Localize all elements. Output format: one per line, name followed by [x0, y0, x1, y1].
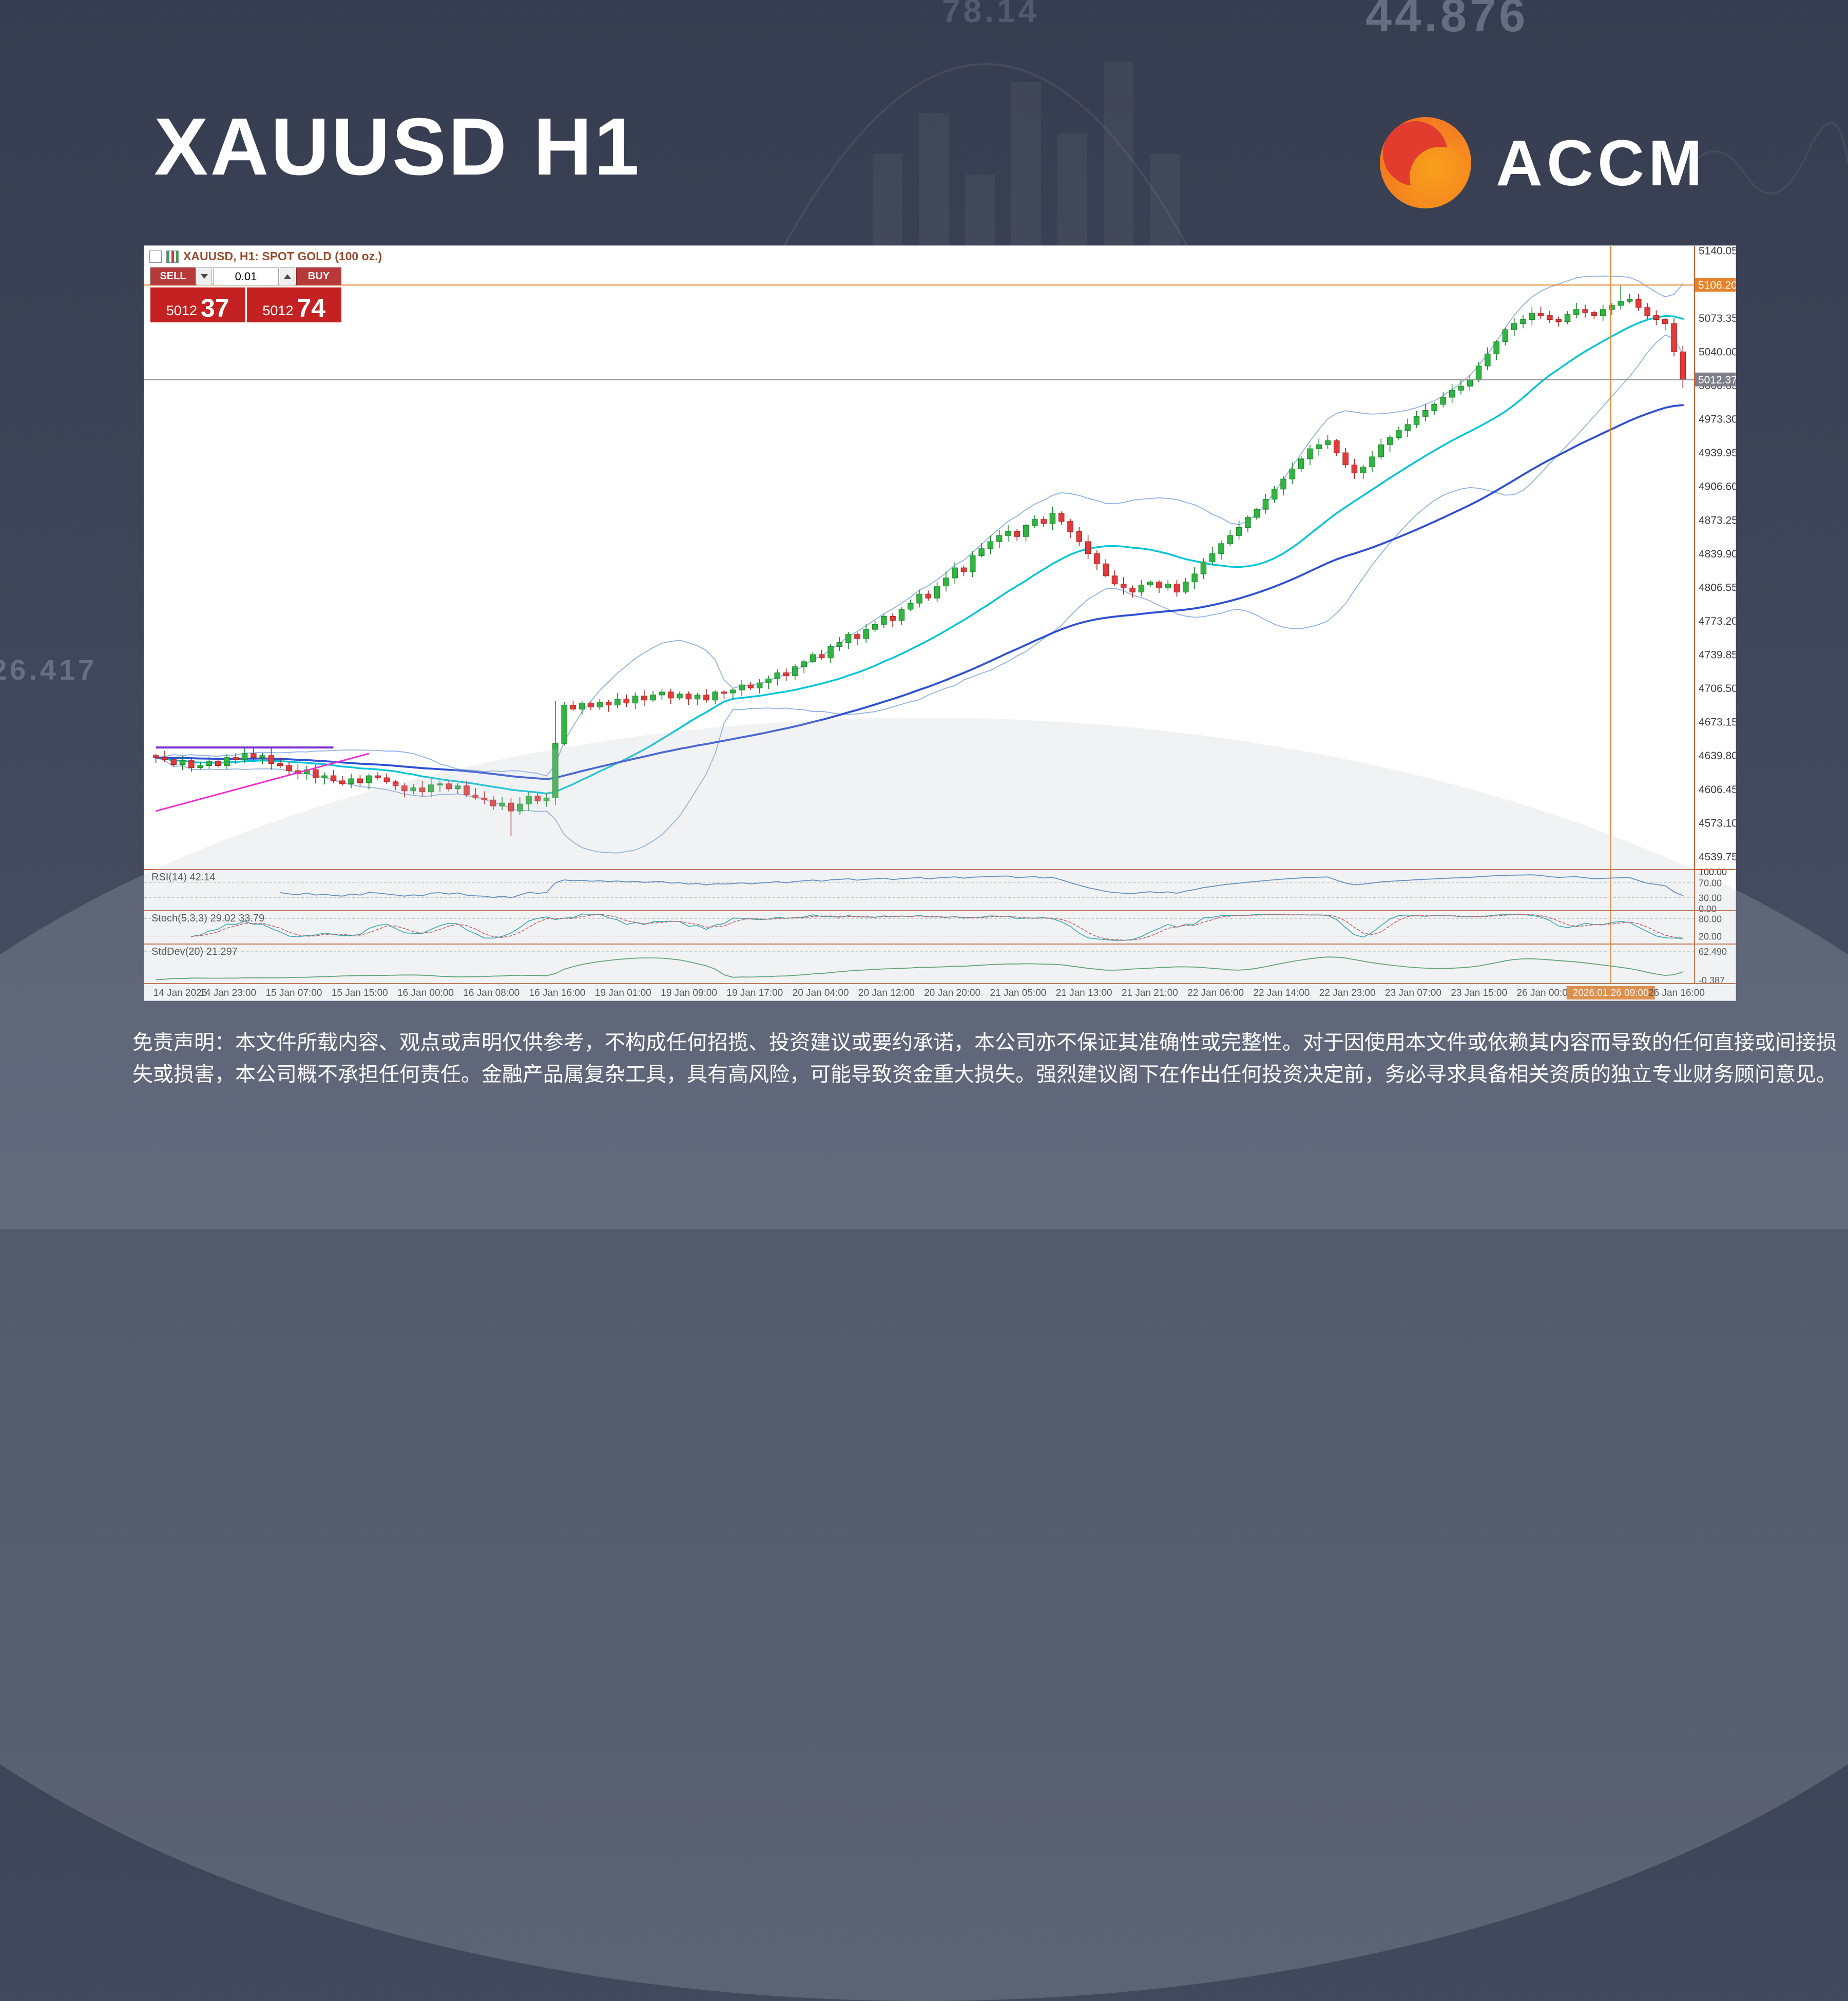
accm-logo-icon	[1380, 117, 1471, 208]
sell-price-box[interactable]: 5012 37	[150, 287, 245, 322]
svg-text:4839.90: 4839.90	[1699, 548, 1736, 560]
background-number: 44.876	[1365, 0, 1529, 42]
svg-text:80.00: 80.00	[1699, 914, 1722, 924]
svg-text:4539.75: 4539.75	[1699, 851, 1736, 863]
svg-text:19 Jan 17:00: 19 Jan 17:00	[726, 988, 783, 998]
svg-text:14 Jan 2026: 14 Jan 2026	[153, 988, 207, 998]
brand-name: ACCM	[1496, 126, 1706, 199]
svg-text:20 Jan 12:00: 20 Jan 12:00	[858, 988, 915, 998]
svg-text:20 Jan 04:00: 20 Jan 04:00	[793, 988, 849, 998]
svg-text:4739.85: 4739.85	[1699, 649, 1736, 661]
background-number: 78.14	[942, 0, 1040, 29]
lot-increase-button[interactable]	[280, 267, 295, 285]
brand-lockup: ACCM	[1380, 117, 1706, 208]
svg-text:70.00: 70.00	[1699, 878, 1722, 889]
svg-text:30.00: 30.00	[1699, 893, 1722, 903]
buy-price-small: 5012	[262, 303, 294, 319]
svg-text:21 Jan 05:00: 21 Jan 05:00	[990, 988, 1046, 998]
svg-text:20.00: 20.00	[1699, 932, 1722, 942]
highlight-price-badge	[1695, 278, 1736, 292]
stoch-indicator-label: Stoch(5,3,3) 29.02 33.79	[151, 913, 265, 924]
svg-text:4873.25: 4873.25	[1699, 514, 1736, 526]
svg-text:0.00: 0.00	[1699, 904, 1717, 914]
svg-text:4673.15: 4673.15	[1699, 717, 1736, 728]
window-separators[interactable]	[144, 246, 1736, 984]
highlight-time-badge	[1566, 986, 1655, 999]
disclaimer-text: 免责声明：本文件所载内容、观点或声明仅供参考，不构成任何招揽、投资建议或要约承诺…	[132, 1031, 1837, 1086]
svg-text:22 Jan 23:00: 22 Jan 23:00	[1319, 988, 1376, 998]
svg-text:4606.45: 4606.45	[1699, 784, 1736, 796]
page-title: XAUUSD H1	[154, 102, 642, 192]
trendlines[interactable]	[156, 746, 370, 812]
svg-text:15 Jan 07:00: 15 Jan 07:00	[266, 988, 322, 998]
symbol-title: XAUUSD, H1: SPOT GOLD (100 oz.)	[183, 249, 382, 263]
svg-text:16 Jan 00:00: 16 Jan 00:00	[397, 988, 454, 998]
sell-button[interactable]: SELL	[150, 267, 196, 285]
svg-text:22 Jan 06:00: 22 Jan 06:00	[1187, 988, 1244, 998]
chevron-down-icon	[201, 274, 208, 279]
svg-text:16 Jan 16:00: 16 Jan 16:00	[529, 988, 586, 998]
current-price-badge	[1695, 372, 1736, 387]
sell-price-big: 37	[200, 293, 229, 322]
svg-text:4639.80: 4639.80	[1699, 750, 1736, 762]
svg-text:21 Jan 21:00: 21 Jan 21:00	[1122, 988, 1178, 998]
svg-text:4906.60: 4906.60	[1699, 481, 1736, 493]
symbol-bar: XAUUSD, H1: SPOT GOLD (100 oz.)	[149, 249, 382, 263]
mt4-chart-window: 100.00 70.00 30.00 0.00 80.00 20.00 62.490 -0.3…	[144, 245, 1736, 1001]
svg-text:4773.20: 4773.20	[1699, 615, 1736, 627]
stddev-indicator-label: StdDev(20) 21.297	[151, 946, 238, 957]
chevron-up-icon	[284, 274, 291, 279]
svg-text:23 Jan 15:00: 23 Jan 15:00	[1451, 988, 1507, 998]
sell-price-small: 5012	[166, 303, 197, 319]
overlay-lines	[155, 275, 1684, 854]
svg-text:5106.20: 5106.20	[1698, 279, 1736, 291]
candles	[152, 285, 1686, 837]
svg-text:16 Jan 08:00: 16 Jan 08:00	[463, 988, 519, 998]
rsi-indicator-label: RSI(14) 42.14	[151, 872, 216, 883]
svg-text:4706.50: 4706.50	[1699, 683, 1736, 695]
svg-text:5073.35: 5073.35	[1699, 313, 1736, 324]
svg-text:100.00: 100.00	[1699, 867, 1727, 877]
buy-price-box[interactable]: 5012 74	[246, 287, 341, 322]
svg-text:22 Jan 14:00: 22 Jan 14:00	[1253, 988, 1310, 998]
svg-text:5140.05: 5140.05	[1699, 246, 1736, 257]
svg-text:4973.30: 4973.30	[1699, 414, 1736, 426]
svg-text:15 Jan 15:00: 15 Jan 15:00	[332, 988, 388, 998]
svg-text:2026.01.26 09:00: 2026.01.26 09:00	[1573, 988, 1649, 998]
svg-text:23 Jan 07:00: 23 Jan 07:00	[1385, 988, 1441, 998]
svg-text:4806.55: 4806.55	[1699, 582, 1736, 593]
magenta-trendline	[156, 753, 370, 812]
lot-dropdown-button[interactable]	[197, 267, 212, 285]
background-number: 26.417	[0, 653, 98, 686]
svg-text:62.490: 62.490	[1699, 947, 1727, 957]
svg-text:26 Jan 00:00: 26 Jan 00:00	[1517, 988, 1573, 998]
svg-text:4939.95: 4939.95	[1699, 447, 1736, 459]
buy-button[interactable]: BUY	[296, 267, 341, 285]
candlestick-chart-icon	[166, 250, 179, 263]
svg-text:20 Jan 20:00: 20 Jan 20:00	[924, 988, 980, 998]
svg-text:4573.10: 4573.10	[1699, 817, 1736, 829]
svg-text:5040.00: 5040.00	[1699, 346, 1736, 358]
svg-text:26 Jan 16:00: 26 Jan 16:00	[1648, 988, 1705, 998]
svg-text:-0.387: -0.387	[1699, 975, 1725, 986]
grid-icon	[149, 250, 162, 263]
lot-size-input[interactable]	[213, 267, 279, 285]
svg-text:14 Jan 23:00: 14 Jan 23:00	[200, 988, 256, 998]
svg-text:21 Jan 13:00: 21 Jan 13:00	[1056, 988, 1112, 998]
svg-text:19 Jan 09:00: 19 Jan 09:00	[661, 988, 717, 998]
price-axis[interactable]: 5140.055106.705073.355040.005006.654973.…	[1695, 246, 1736, 863]
svg-text:19 Jan 01:00: 19 Jan 01:00	[595, 988, 651, 998]
svg-text:5012.37: 5012.37	[1698, 374, 1736, 386]
one-click-trading-panel: SELL BUY 5012 37 5012 74	[150, 267, 341, 322]
buy-price-big: 74	[297, 293, 326, 322]
